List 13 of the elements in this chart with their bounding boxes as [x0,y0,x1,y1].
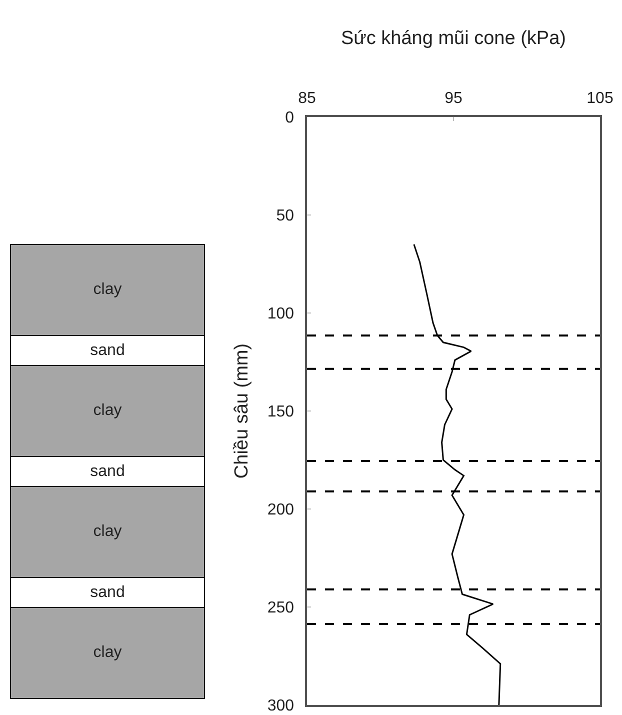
x-tick-label: 95 [444,90,462,107]
y-tick-label: 300 [267,698,294,715]
y-axis-title: Chiều sâu (mm) [232,343,253,479]
soil-column: clay sand clay sand clay sand clay [10,245,205,699]
y-tick-label: 150 [267,404,294,421]
y-tick-label: 250 [267,600,294,617]
y-tick-label: 0 [285,110,294,127]
x-axis-title: Sức kháng mũi cone (kPa) [341,28,566,50]
x-tick-label: 85 [298,90,316,107]
x-tick-label: 105 [586,90,614,107]
y-tick-label: 200 [267,502,294,519]
y-tick-label: 100 [267,306,294,323]
y-tick-label: 50 [276,208,294,225]
